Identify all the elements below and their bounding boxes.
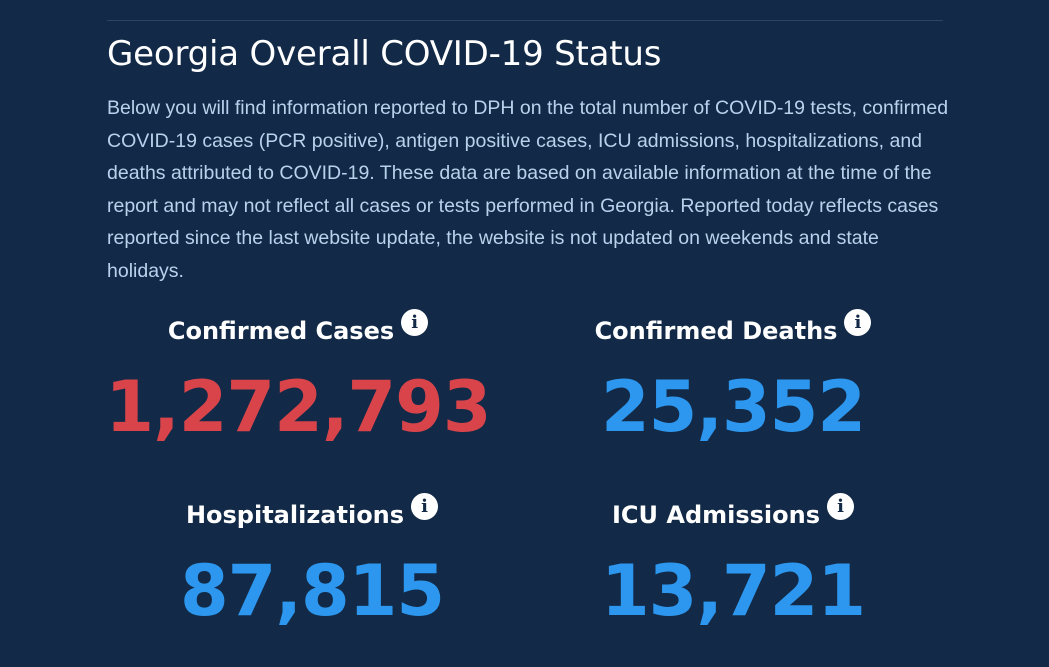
hospitalizations-header: Hospitalizations i — [102, 492, 522, 530]
icu-admissions-value: 13,721 — [600, 550, 866, 632]
confirmed-cases-header: Confirmed Cases i — [88, 308, 508, 346]
info-icon[interactable]: i — [401, 308, 429, 336]
hospitalizations-value: 87,815 — [179, 550, 445, 632]
info-icon[interactable]: i — [844, 308, 872, 336]
info-icon[interactable]: i — [827, 492, 855, 520]
top-divider — [107, 20, 943, 21]
confirmed-deaths-value: 25,352 — [600, 366, 866, 448]
icu-admissions-card: ICU Admissions i 13,721 — [523, 492, 943, 632]
confirmed-deaths-label: Confirmed Deaths — [594, 317, 838, 345]
confirmed-cases-label: Confirmed Cases — [167, 317, 395, 345]
confirmed-deaths-header: Confirmed Deaths i — [523, 308, 943, 346]
icu-admissions-label: ICU Admissions — [611, 501, 821, 529]
page-title: Georgia Overall COVID-19 Status — [107, 34, 662, 74]
hospitalizations-card: Hospitalizations i 87,815 — [102, 492, 522, 632]
confirmed-cases-card: Confirmed Cases i 1,272,793 — [88, 308, 508, 448]
icu-admissions-header: ICU Admissions i — [523, 492, 943, 530]
hospitalizations-label: Hospitalizations — [185, 501, 405, 529]
status-description: Below you will find information reported… — [107, 97, 949, 282]
confirmed-deaths-card: Confirmed Deaths i 25,352 — [523, 308, 943, 448]
info-icon[interactable]: i — [411, 492, 439, 520]
confirmed-cases-value: 1,272,793 — [105, 366, 491, 448]
